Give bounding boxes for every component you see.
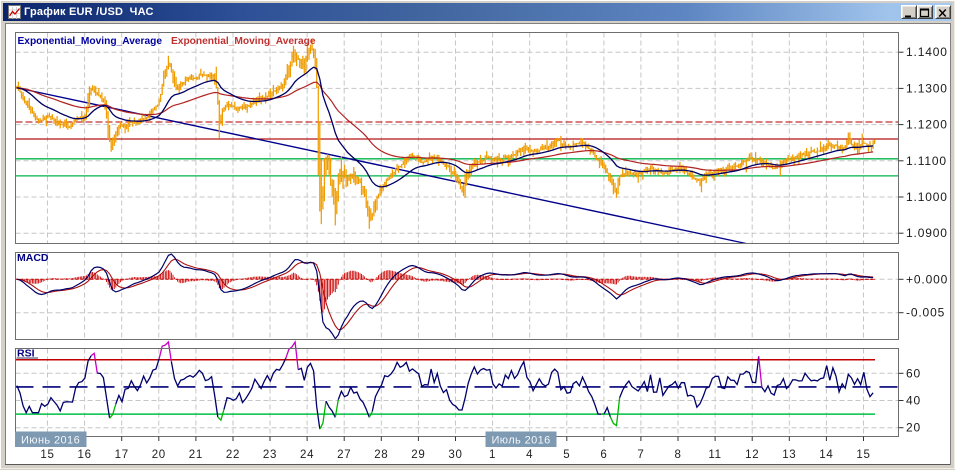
svg-text:-0.005: -0.005 [906, 306, 945, 320]
svg-text:+0.000: +0.000 [906, 272, 948, 286]
svg-text:17: 17 [115, 449, 129, 461]
svg-text:16: 16 [77, 449, 91, 461]
svg-text:14: 14 [819, 449, 833, 461]
svg-text:1.0900: 1.0900 [906, 226, 948, 240]
svg-text:40: 40 [906, 394, 921, 408]
svg-text:23: 23 [263, 449, 277, 461]
svg-text:20: 20 [906, 421, 921, 435]
svg-text:4: 4 [526, 449, 533, 461]
svg-text:29: 29 [411, 449, 425, 461]
svg-text:Июль 2016: Июль 2016 [492, 435, 551, 447]
svg-text:27: 27 [337, 449, 351, 461]
svg-text:60: 60 [906, 366, 921, 380]
svg-text:Июнь 2016: Июнь 2016 [21, 435, 80, 447]
svg-text:6: 6 [600, 449, 607, 461]
svg-text:1: 1 [489, 449, 496, 461]
svg-text:7: 7 [637, 449, 644, 461]
svg-text:12: 12 [745, 449, 759, 461]
svg-text:MACD: MACD [17, 252, 49, 264]
svg-text:5: 5 [563, 449, 570, 461]
svg-text:24: 24 [300, 449, 314, 461]
svg-text:1.1300: 1.1300 [906, 81, 948, 95]
svg-text:1.1000: 1.1000 [906, 190, 948, 204]
svg-text:8: 8 [674, 449, 681, 461]
svg-text:13: 13 [782, 449, 796, 461]
svg-text:RSI: RSI [17, 348, 35, 360]
svg-text:Exponential_Moving_Average: Exponential_Moving_Average [18, 36, 163, 47]
svg-text:11: 11 [708, 449, 721, 461]
svg-text:Exponential_Moving_Average: Exponential_Moving_Average [171, 36, 316, 47]
svg-text:22: 22 [226, 449, 240, 461]
svg-text:1.1200: 1.1200 [906, 118, 948, 132]
svg-text:28: 28 [374, 449, 388, 461]
svg-text:30: 30 [448, 449, 462, 461]
svg-text:21: 21 [189, 449, 203, 461]
svg-text:20: 20 [152, 449, 166, 461]
svg-text:1.1400: 1.1400 [906, 45, 948, 59]
svg-text:1.1100: 1.1100 [906, 154, 947, 168]
svg-text:15: 15 [856, 449, 870, 461]
svg-text:15: 15 [40, 449, 54, 461]
